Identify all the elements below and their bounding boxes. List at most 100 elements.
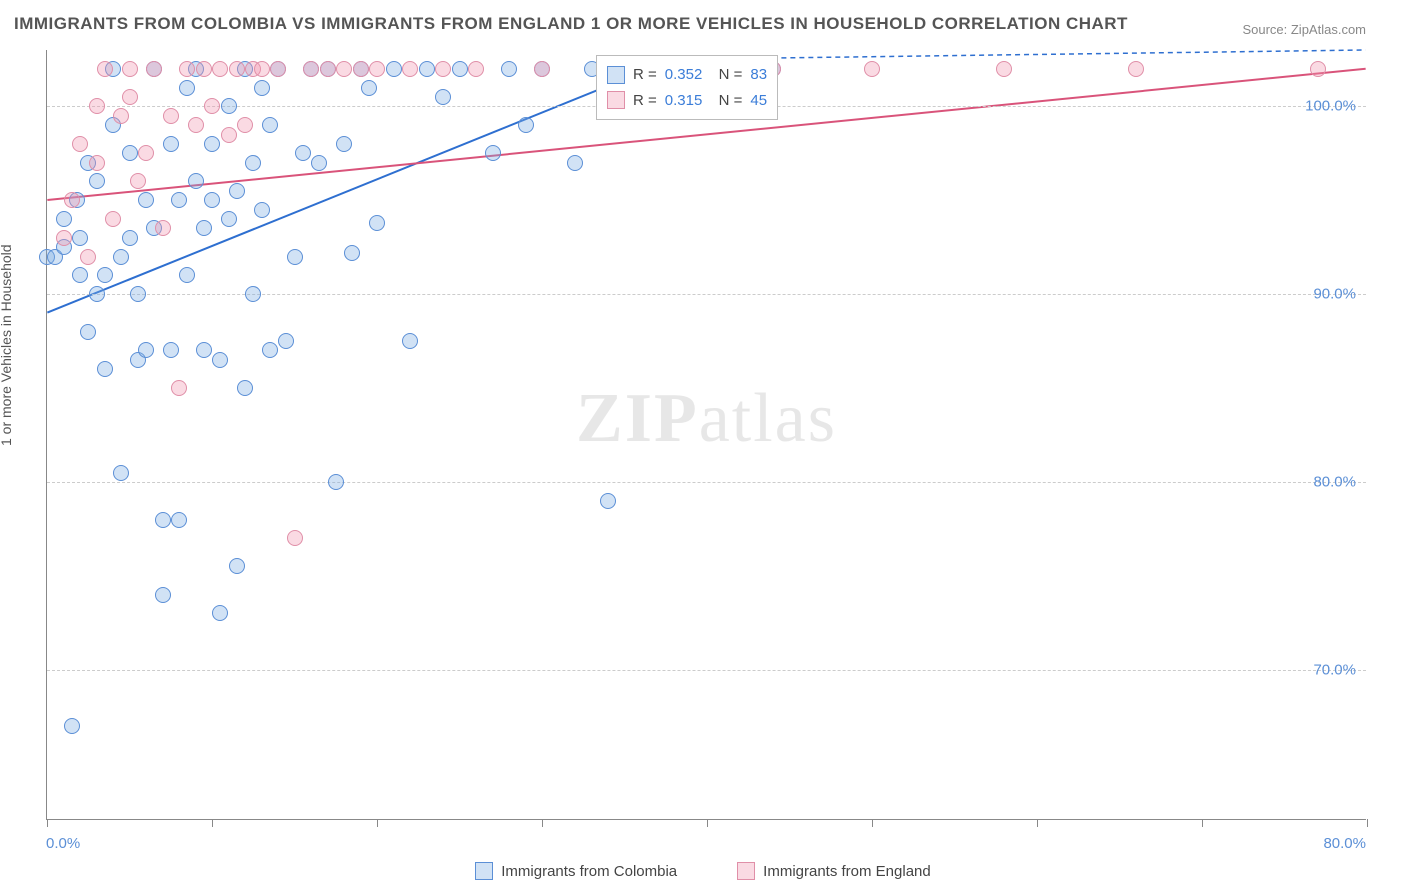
r-england: 0.315 (665, 88, 703, 114)
data-point (122, 145, 138, 161)
data-point (130, 286, 146, 302)
data-point (534, 61, 550, 77)
source-label: Source: ZipAtlas.com (1242, 22, 1366, 37)
scatter-plot: ZIPatlas 70.0%80.0%90.0%100.0% (46, 50, 1366, 820)
data-point (1310, 61, 1326, 77)
data-point (278, 333, 294, 349)
data-point (254, 61, 270, 77)
x-tick (542, 819, 543, 827)
series-legend: Immigrants from Colombia Immigrants from… (0, 862, 1406, 880)
data-point (80, 324, 96, 340)
data-point (89, 155, 105, 171)
legend-row-england: R = 0.315 N = 45 (607, 88, 767, 114)
data-point (254, 202, 270, 218)
legend-label-colombia: Immigrants from Colombia (501, 863, 677, 880)
data-point (122, 89, 138, 105)
data-point (254, 80, 270, 96)
data-point (567, 155, 583, 171)
x-tick (1202, 819, 1203, 827)
data-point (188, 173, 204, 189)
data-point (105, 211, 121, 227)
legend-label-england: Immigrants from England (763, 863, 931, 880)
y-tick-label: 90.0% (1313, 286, 1356, 303)
data-point (163, 108, 179, 124)
x-tick (872, 819, 873, 827)
data-point (320, 61, 336, 77)
data-point (113, 249, 129, 265)
x-tick (212, 819, 213, 827)
data-point (468, 61, 484, 77)
legend-swatch-colombia (475, 862, 493, 880)
data-point (204, 192, 220, 208)
x-axis-max-label: 80.0% (1323, 835, 1366, 852)
data-point (72, 230, 88, 246)
data-point (501, 61, 517, 77)
data-point (369, 215, 385, 231)
data-point (229, 183, 245, 199)
data-point (353, 61, 369, 77)
x-tick (377, 819, 378, 827)
data-point (311, 155, 327, 171)
data-point (72, 136, 88, 152)
data-point (89, 286, 105, 302)
legend-item-england: Immigrants from England (737, 862, 931, 880)
data-point (435, 89, 451, 105)
data-point (138, 145, 154, 161)
data-point (485, 145, 501, 161)
y-axis-label: 1 or more Vehicles in Household (0, 244, 14, 446)
data-point (97, 361, 113, 377)
data-point (287, 249, 303, 265)
data-point (270, 61, 286, 77)
y-tick-label: 70.0% (1313, 661, 1356, 678)
data-point (600, 493, 616, 509)
n-colombia: 83 (750, 62, 767, 88)
data-point (97, 61, 113, 77)
data-point (303, 61, 319, 77)
data-point (155, 512, 171, 528)
data-point (171, 192, 187, 208)
y-tick-label: 100.0% (1305, 98, 1356, 115)
data-point (344, 245, 360, 261)
data-point (171, 512, 187, 528)
data-point (419, 61, 435, 77)
swatch-colombia (607, 66, 625, 84)
data-point (262, 117, 278, 133)
data-point (196, 220, 212, 236)
data-point (237, 380, 253, 396)
data-point (80, 249, 96, 265)
data-point (113, 465, 129, 481)
x-tick (707, 819, 708, 827)
data-point (386, 61, 402, 77)
data-point (361, 80, 377, 96)
legend-item-colombia: Immigrants from Colombia (475, 862, 677, 880)
data-point (204, 136, 220, 152)
data-point (435, 61, 451, 77)
data-point (212, 352, 228, 368)
data-point (518, 117, 534, 133)
data-point (196, 61, 212, 77)
data-point (155, 587, 171, 603)
data-point (179, 80, 195, 96)
data-point (56, 230, 72, 246)
data-point (262, 342, 278, 358)
data-point (179, 267, 195, 283)
data-point (163, 342, 179, 358)
data-point (212, 61, 228, 77)
data-point (171, 380, 187, 396)
data-point (138, 192, 154, 208)
chart-title: IMMIGRANTS FROM COLOMBIA VS IMMIGRANTS F… (14, 14, 1128, 34)
data-point (221, 98, 237, 114)
data-point (221, 211, 237, 227)
r-colombia: 0.352 (665, 62, 703, 88)
data-point (369, 61, 385, 77)
data-point (245, 155, 261, 171)
y-tick-label: 80.0% (1313, 473, 1356, 490)
x-tick (47, 819, 48, 827)
data-point (138, 342, 154, 358)
data-point (212, 605, 228, 621)
data-point (204, 98, 220, 114)
data-point (72, 267, 88, 283)
data-point (245, 286, 261, 302)
data-point (188, 117, 204, 133)
legend-row-colombia: R = 0.352 N = 83 (607, 62, 767, 88)
